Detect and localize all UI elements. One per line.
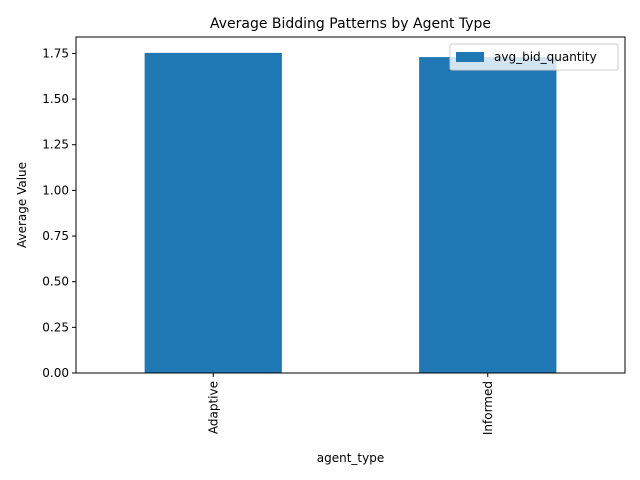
y-tick-label: 0.50 [42,275,69,289]
y-tick-label: 1.25 [42,138,69,152]
y-tick-label: 0.75 [42,229,69,243]
y-tick-label: 0.25 [42,320,69,334]
x-axis-label: agent_type [317,451,384,465]
legend-entry-label: avg_bid_quantity [494,50,597,64]
bars-layer [144,52,557,374]
legend-box [449,43,619,71]
chart-title: Average Bidding Patterns by Agent Type [210,16,491,32]
x-tick-label: Informed [481,381,495,435]
plot-frame [75,36,626,374]
x-axis: Adaptive Informed [206,373,495,435]
bar-adaptive [144,52,282,373]
y-axis-label: Average Value [15,162,29,248]
bar-informed [419,57,557,374]
y-axis: 0.00 0.25 0.50 0.75 1.00 1.25 1.50 1.75 [42,46,76,380]
legend: avg_bid_quantity [449,43,619,71]
y-tick-label: 0.00 [42,366,69,380]
y-tick-label: 1.75 [42,46,69,60]
x-tick-label: Adaptive [206,381,220,434]
legend-swatch [456,52,484,62]
y-tick-label: 1.50 [42,92,69,106]
y-tick-label: 1.00 [42,183,69,197]
